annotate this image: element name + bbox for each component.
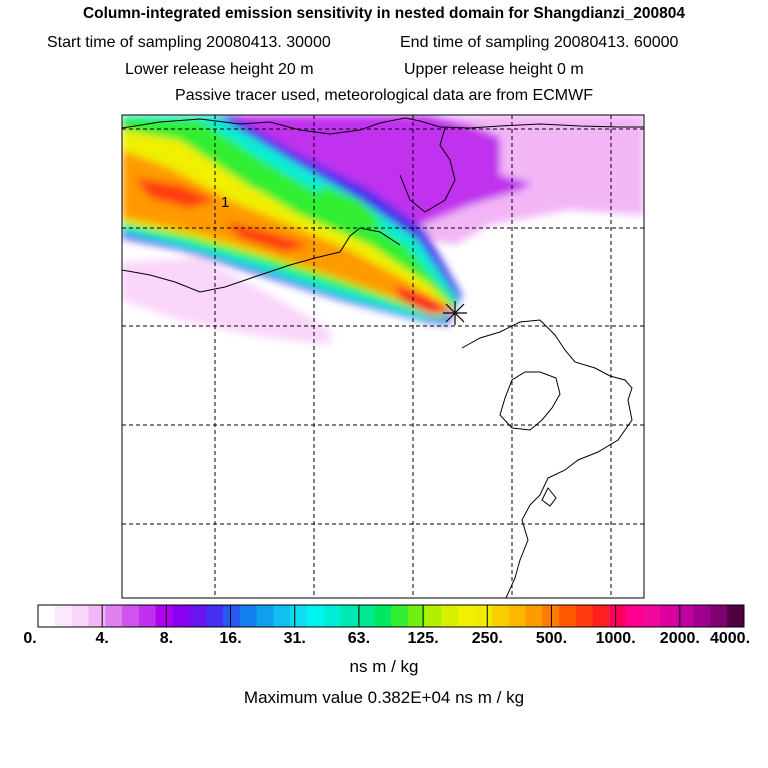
colorbar-tick-label: 4. [95, 630, 109, 647]
sensitivity-band-pink-lower [122, 258, 330, 345]
upper-release-label: Upper release height 0 m [404, 61, 584, 78]
colorbar-tick-label: 500. [535, 630, 568, 647]
sensitivity-field [122, 115, 644, 598]
colorbar-tick-label: 1000. [595, 630, 636, 647]
colorbar-tick-label: 63. [347, 630, 371, 647]
start-time-label: Start time of sampling 20080413. 30000 [47, 34, 331, 51]
maximum-value-text: Maximum value 0.382E+04 ns m / kg [243, 688, 525, 707]
sensitivity-patch-green-1 [320, 185, 385, 225]
colorbar-tick-label: 16. [219, 630, 242, 647]
coastline-east [461, 319, 633, 598]
map-panel: 1 [121, 114, 645, 599]
contour-label: 1 [221, 194, 229, 211]
border-line-north [122, 117, 644, 135]
grid-lines [122, 115, 644, 598]
colorbar-tick-label: 31. [283, 630, 306, 647]
end-time-label: End time of sampling 20080413. 60000 [400, 34, 679, 51]
colorbar-tick-label: 0. [23, 630, 37, 647]
tracer-note: Passive tracer used, meteorological data… [175, 87, 593, 104]
sensitivity-patch-green-2 [228, 160, 280, 190]
coastline-island [541, 487, 557, 507]
plot-title: Column-integrated emission sensitivity i… [82, 5, 686, 22]
coastline-bay [499, 371, 561, 431]
colorbar-tick-label: 4000. [709, 630, 751, 647]
sensitivity-core-red-1 [135, 178, 215, 208]
map-frame [121, 114, 645, 599]
sensitivity-core-red-3 [395, 285, 455, 314]
colorbar-tick-label: 2000. [659, 630, 700, 647]
colorbar-units: ns m / kg [349, 657, 419, 676]
colorbar-tick-label: 125. [407, 630, 439, 647]
lower-release-label: Lower release height 20 m [125, 61, 314, 78]
sensitivity-core-red-2 [225, 222, 310, 252]
sensitivity-band-orange [122, 150, 450, 313]
sensitivity-patch-pink-east [500, 130, 644, 200]
sensitivity-band-purple [200, 115, 555, 240]
release-site-star-icon [443, 301, 467, 325]
colorbar-tick-label: 250. [471, 630, 503, 647]
colorbar-tick-label: 8. [159, 630, 174, 647]
